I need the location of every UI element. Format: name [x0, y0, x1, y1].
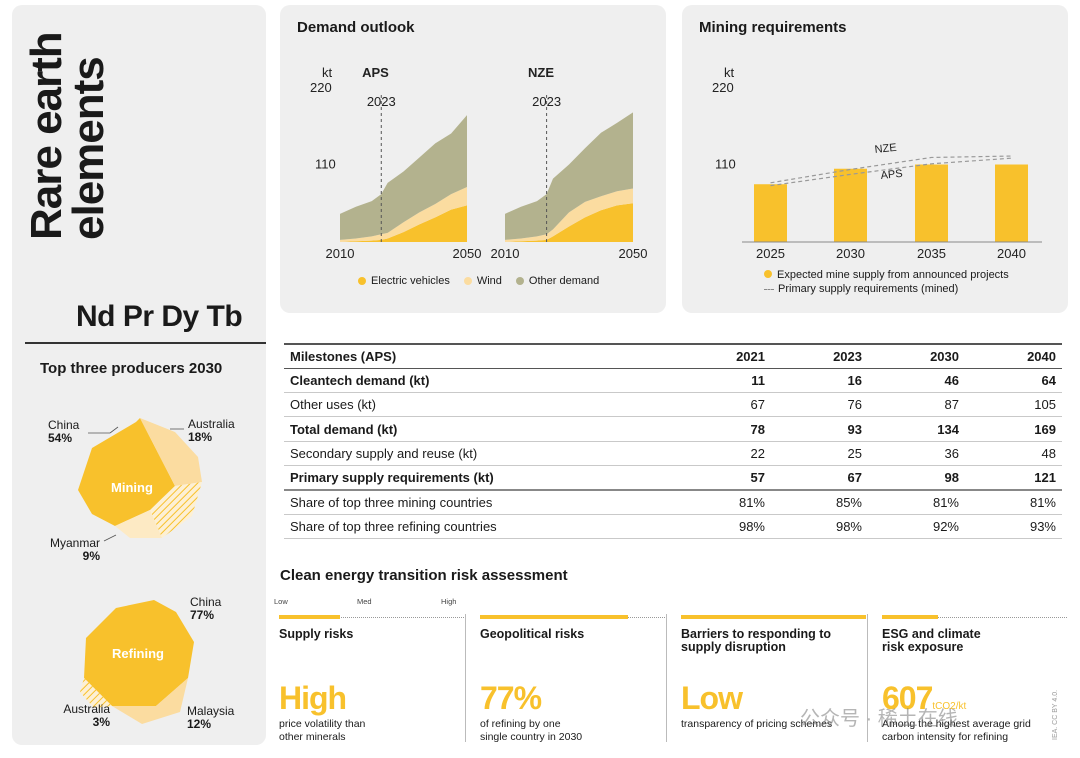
area-other-demand: [505, 112, 633, 240]
scenario-title: APS: [362, 65, 389, 80]
legend-wind: Wind: [463, 275, 502, 287]
bar-2030: [834, 168, 867, 242]
x-tick-label: 2040: [997, 246, 1026, 261]
x-tick-label: 2010: [491, 246, 520, 261]
refining-center-label: Refining: [112, 646, 164, 661]
credit: IEA. CC BY 4.0.: [1052, 689, 1059, 740]
mining-other-slice: [115, 510, 162, 538]
x-tick-label: 2050: [619, 246, 648, 261]
mining-myanmar-label: Myanmar 9%: [49, 536, 100, 563]
table-row: Secondary supply and reuse (kt) 22 25 36 48: [284, 441, 1062, 466]
refining-china-slice: [84, 600, 194, 706]
risk-level-bar: [480, 615, 628, 619]
elements-label: Nd Pr Dy Tb: [76, 300, 243, 333]
producers-title: Top three producers 2030: [40, 360, 223, 377]
table-row: Cleantech demand (kt) 11 16 46 64: [284, 368, 1062, 394]
risk-title: Clean energy transition risk assessment: [280, 567, 568, 584]
risk-divider: [867, 614, 868, 742]
y-tick-label: 220: [310, 80, 332, 95]
x-tick-label: 2050: [453, 246, 482, 261]
table-row: Total demand (kt) 78 93 134 169: [284, 416, 1062, 442]
mining-leader-lines: [88, 426, 184, 542]
mining-myanmar-slice: [150, 482, 202, 538]
x-tick-label: 2025: [756, 246, 785, 261]
risk-supply: Supply risks High price volatility than o…: [279, 604, 464, 744]
y-unit-label: kt: [322, 65, 333, 80]
refining-australia-slice: [80, 678, 112, 708]
marker-label-2023: 2023: [367, 94, 396, 109]
y-unit-label: kt: [724, 65, 735, 80]
risk-scale-med: Med: [357, 597, 372, 606]
x-tick-label: 2010: [326, 246, 355, 261]
area-electric-vehicles: [340, 205, 467, 242]
bar-2035: [915, 164, 948, 242]
legend-ev: Electric vehicles: [358, 275, 450, 287]
risk-level-bar: [882, 615, 938, 619]
scenario-title: NZE: [528, 65, 554, 80]
table-header: Milestones (APS) 2021 2023 2030 2040: [284, 342, 1062, 369]
y-tick-label: 110: [315, 157, 336, 172]
table-row: Primary supply requirements (kt) 57 67 98 12…: [284, 465, 1062, 491]
risk-esg: ESG and climate risk exposure 607tCO2/kt …: [882, 604, 1067, 744]
line-aps: [770, 157, 1012, 187]
refining-malaysia-label: Malaysia 12%: [187, 704, 235, 731]
bar-2025: [754, 184, 787, 242]
line-nze: [770, 155, 1012, 184]
area-other-demand: [340, 115, 467, 240]
risk-barriers: Barriers to responding to supply disrupti…: [681, 604, 866, 744]
x-tick-label: 2035: [917, 246, 946, 261]
mining-center-label: Mining: [111, 480, 153, 495]
main-title: Rare earth elements: [22, 32, 113, 240]
marker-label-2023: 2023: [532, 94, 561, 109]
demand-title: Demand outlook: [297, 19, 415, 36]
mining-australia-label: Australia 18%: [188, 417, 235, 444]
risk-level-bar: [279, 615, 341, 619]
legend-other: Other demand: [515, 275, 599, 287]
mining-req-title: Mining requirements: [699, 19, 847, 36]
table-row: Share of top three refining countries 98%…: [284, 514, 1062, 539]
mining-req-legend: Expected mine supply from announced proj…: [764, 268, 1009, 296]
mining-polygon: Mining: [78, 418, 202, 538]
table-row: Share of top three mining countries 81% 85…: [284, 489, 1062, 515]
mining-australia-slice: [140, 418, 202, 486]
label-aps: APS: [880, 168, 903, 182]
area-wind: [505, 188, 633, 242]
area-wind: [340, 187, 467, 242]
risk-geopolitical: Geopolitical risks 77% of refining by on…: [480, 604, 665, 744]
risk-scale-high: High: [441, 597, 457, 606]
refining-australia-label: Australia 3%: [63, 702, 110, 729]
area-electric-vehicles: [505, 203, 633, 242]
risk-level-bar: [681, 615, 866, 619]
refining-polygon: Refining: [80, 600, 194, 724]
mining-china-label: China 54%: [48, 418, 80, 445]
demand-legend: Electric vehicles Wind Other demand: [358, 275, 599, 287]
refining-china-label: China 77%: [190, 595, 222, 622]
elements-underline: [25, 342, 266, 344]
watermark: 公众号 · 稀土在线: [800, 708, 958, 730]
risk-divider: [465, 614, 466, 742]
risk-scale-low: Low: [274, 597, 288, 606]
refining-malaysia-slice: [112, 678, 188, 724]
table-row: Other uses (kt) 67 76 87 105: [284, 392, 1062, 418]
label-nze: NZE: [874, 142, 897, 156]
bar-2040: [995, 164, 1028, 242]
y-tick-label: 110: [715, 157, 736, 172]
milestones-table: Milestones (APS) 2021 2023 2030 2040 Cle…: [284, 342, 1062, 539]
x-tick-label: 2030: [836, 246, 865, 261]
risk-divider: [666, 614, 667, 742]
y-tick-label: 220: [712, 80, 734, 95]
mining-china-slice: [78, 418, 175, 526]
